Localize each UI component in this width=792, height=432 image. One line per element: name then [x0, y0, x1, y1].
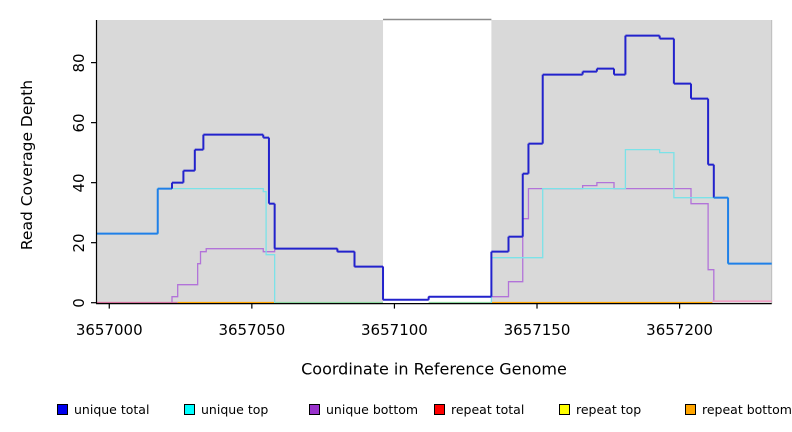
- y-tick-label: 80: [70, 53, 88, 73]
- x-axis-title: Coordinate in Reference Genome: [301, 359, 567, 379]
- y-axis-title: Read Coverage Depth: [18, 79, 36, 251]
- legend-item-repeat-total: repeat total: [434, 401, 525, 417]
- y-tick-label: 60: [70, 113, 88, 133]
- legend-swatch-repeat-top: [559, 403, 570, 415]
- y-tick-label: 20: [70, 233, 88, 253]
- legend-label: repeat top: [576, 401, 642, 417]
- legend-swatch-unique-bottom: [309, 403, 320, 415]
- legend-label: repeat bottom: [702, 401, 792, 417]
- legend-label: repeat total: [451, 401, 525, 417]
- x-tick-label: 3657050: [218, 321, 286, 339]
- gap-band: [383, 18, 492, 304]
- x-tick-label: 3657100: [361, 321, 428, 339]
- legend-label: unique top: [201, 401, 269, 417]
- x-tick-label: 3657200: [646, 321, 713, 339]
- y-tick-label: 40: [70, 173, 88, 193]
- legend-item-repeat-top: repeat top: [559, 401, 642, 417]
- legend-label: unique total: [74, 401, 150, 417]
- legend-label: unique bottom: [326, 401, 419, 417]
- legend-item-unique-bottom: unique bottom: [309, 401, 419, 417]
- legend-swatch-unique-top: [184, 403, 195, 415]
- legend-item-unique-total: unique total: [57, 401, 150, 417]
- legend-swatch-repeat-bottom: [685, 403, 696, 415]
- legend-swatch-unique-total: [57, 403, 68, 415]
- legend-swatch-repeat-total: [434, 403, 445, 415]
- legend-item-repeat-bottom: repeat bottom: [685, 401, 792, 417]
- x-tick-label: 3657000: [75, 321, 143, 339]
- y-tick-label: 0: [70, 297, 88, 308]
- legend-item-unique-top: unique top: [184, 401, 269, 417]
- x-tick-label: 3657150: [503, 321, 571, 339]
